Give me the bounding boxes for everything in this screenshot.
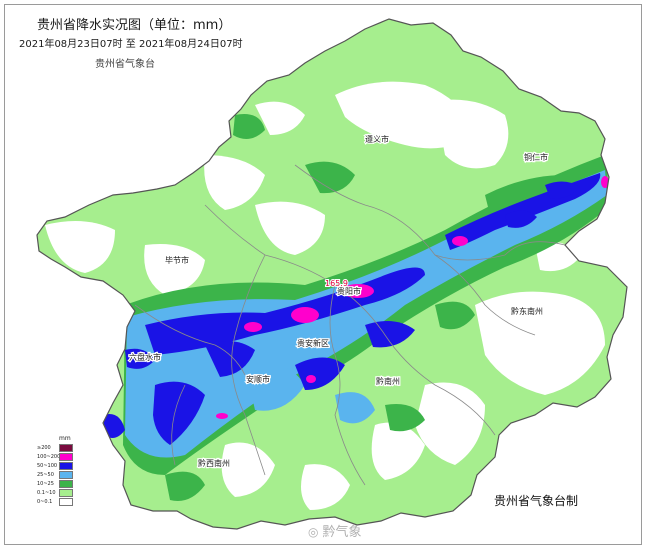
legend-swatch — [59, 461, 73, 470]
svg-text:贵安新区: 贵安新区 — [297, 338, 329, 348]
legend-label: ≥200 — [37, 444, 51, 451]
city-tongren: 铜仁市 铜仁市 — [523, 151, 550, 164]
svg-text:165.9: 165.9 — [325, 279, 348, 288]
district-boundaries — [134, 164, 566, 486]
svg-text:毕节市: 毕节市 — [165, 255, 189, 265]
legend-unit: mm — [59, 435, 71, 442]
legend-swatch — [59, 497, 73, 506]
credit-text: 贵州省气象台制 — [494, 494, 579, 508]
svg-text:铜仁市: 铜仁市 — [524, 152, 548, 162]
svg-text:安顺市: 安顺市 — [246, 374, 270, 384]
svg-text:黔西南州: 黔西南州 — [198, 458, 230, 468]
svg-text:165.9: 165.9 — [325, 279, 348, 288]
city-qiandongnan: 黔东南州 黔东南州 — [510, 305, 545, 318]
map-frame: 遵义市 遵义市 铜仁市 铜仁市 毕节市 毕节市 贵阳市 贵阳市 黔东南州 黔东南… — [4, 4, 642, 545]
legend-label: 100~200 — [37, 453, 61, 460]
legend-swatch — [59, 443, 73, 452]
legend-item: 100~200 — [37, 452, 73, 461]
legend-swatch — [59, 452, 73, 461]
rainfall-map: 遵义市 遵义市 铜仁市 铜仁市 毕节市 毕节市 贵阳市 贵阳市 黔东南州 黔东南… — [36, 18, 628, 530]
weibo-icon: ◎ — [308, 525, 319, 539]
svg-text:黔西南州: 黔西南州 — [198, 458, 230, 468]
watermark: ◎ 黔气象 — [308, 521, 362, 540]
svg-text:黔南州: 黔南州 — [376, 376, 400, 386]
svg-text:安顺市: 安顺市 — [246, 374, 270, 384]
rain-25-50 — [125, 170, 607, 458]
map-source: 贵州省气象台 — [95, 59, 155, 70]
city-zunyi: 遵义市 遵义市 — [364, 133, 391, 146]
legend-label: 10~25 — [37, 480, 54, 487]
legend-item: 0.1~10 — [37, 488, 73, 497]
legend-rows: ≥200 100~200 50~100 25~50 10~25 0.1~10 0~0.1 — [37, 443, 73, 506]
station-max-label: 165.9 165.9 — [324, 278, 349, 289]
city-anshun: 安顺市 安顺市 — [245, 373, 272, 386]
map-period: 2021年08月23日07时 至 2021年08月24日07时 — [19, 39, 243, 50]
svg-text:贵阳市: 贵阳市 — [337, 286, 361, 296]
svg-text:毕节市: 毕节市 — [165, 255, 189, 265]
watermark-text: 黔气象 — [322, 525, 362, 540]
legend-item: 0~0.1 — [37, 497, 73, 506]
svg-text:贵安新区: 贵安新区 — [297, 338, 329, 348]
city-liupanshui: 六盘水市 六盘水市 — [128, 351, 163, 364]
legend-swatch — [59, 470, 73, 479]
legend-label: 25~50 — [37, 471, 54, 478]
legend-swatch — [59, 479, 73, 488]
legend-label: 50~100 — [37, 462, 58, 469]
legend-item: ≥200 — [37, 443, 73, 452]
svg-text:黔东南州: 黔东南州 — [511, 306, 543, 316]
svg-text:黔东南州: 黔东南州 — [511, 306, 543, 316]
svg-text:遵义市: 遵义市 — [365, 134, 389, 144]
city-bijie: 毕节市 毕节市 — [164, 254, 191, 267]
legend-label: 0.1~10 — [37, 489, 56, 496]
city-guiyang: 贵阳市 贵阳市 — [336, 285, 363, 298]
svg-text:六盘水市: 六盘水市 — [129, 352, 161, 362]
svg-text:六盘水市: 六盘水市 — [129, 352, 161, 362]
map-title: 贵州省降水实况图（单位：mm） — [37, 18, 232, 33]
city-labels: 遵义市 遵义市 铜仁市 铜仁市 毕节市 毕节市 贵阳市 贵阳市 黔东南州 黔东南… — [128, 133, 550, 470]
legend-item: 50~100 — [37, 461, 73, 470]
dry-areas — [45, 81, 605, 510]
svg-text:遵义市: 遵义市 — [365, 134, 389, 144]
svg-text:贵阳市: 贵阳市 — [337, 286, 361, 296]
city-qianxinan: 黔西南州 黔西南州 — [197, 457, 232, 470]
legend-swatch — [59, 488, 73, 497]
legend: mm ≥200 100~200 50~100 25~50 10~25 0.1~10 0~0.… — [37, 435, 73, 506]
rain-100-200 — [137, 176, 609, 419]
legend-item: 25~50 — [37, 470, 73, 479]
city-guian: 贵安新区 贵安新区 — [296, 337, 331, 350]
svg-text:铜仁市: 铜仁市 — [524, 152, 548, 162]
legend-label: 0~0.1 — [37, 498, 53, 505]
city-qiannan: 黔南州 黔南州 — [375, 375, 402, 388]
legend-item: 10~25 — [37, 479, 73, 488]
svg-text:黔南州: 黔南州 — [376, 376, 400, 386]
